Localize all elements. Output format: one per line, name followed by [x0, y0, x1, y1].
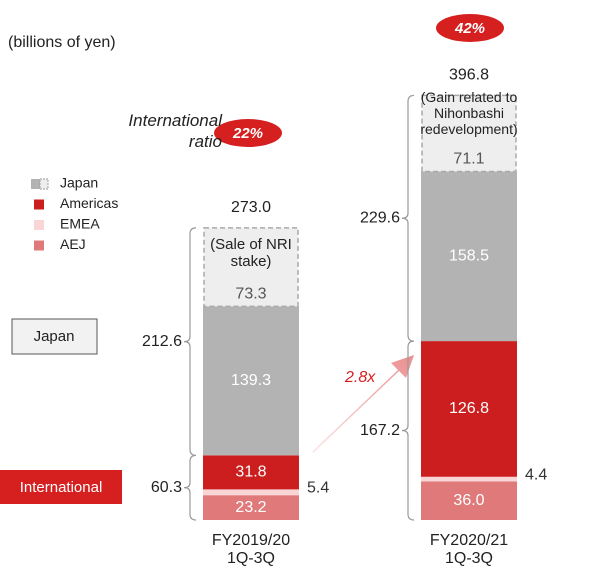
- value-label: 4.4: [525, 466, 547, 483]
- brace: [401, 94, 415, 342]
- legend-label: AEJ: [60, 236, 86, 252]
- one-off-segment: [421, 94, 517, 173]
- legend-swatch: [34, 220, 44, 230]
- one-off-segment: [203, 227, 299, 308]
- brace: [183, 227, 197, 456]
- growth-arrow: [312, 355, 414, 453]
- value-label: 139.3: [231, 372, 271, 389]
- bar-segment: [421, 171, 517, 342]
- ratio-label: 42%: [454, 20, 485, 37]
- category-label: FY2020/21 1Q-3Q: [429, 532, 509, 567]
- ratio-title: International ratio: [128, 111, 222, 151]
- bar-segment: [421, 341, 517, 477]
- legend-swatch: [34, 199, 44, 210]
- legend-swatch: [39, 178, 49, 190]
- legend-label: EMEA: [60, 216, 100, 232]
- subtotal-label: 60.3: [151, 479, 182, 496]
- legend-label: Japan: [60, 175, 98, 191]
- one-off-note: (Gain related to Nihonbashi redevelopmen…: [420, 89, 518, 138]
- value-label: 126.8: [449, 400, 489, 417]
- international-box: [0, 470, 122, 504]
- subtotal-label: 167.2: [360, 422, 400, 439]
- value-label: 36.0: [453, 492, 484, 509]
- unit-label: (billions of yen): [8, 34, 116, 51]
- subtotal-label: 229.6: [360, 209, 400, 226]
- category-label: FY2019/20 1Q-3Q: [211, 532, 291, 567]
- subtotal-label: 212.6: [142, 333, 182, 350]
- total-label: 396.8: [449, 67, 489, 84]
- value-label: 31.8: [235, 464, 266, 481]
- legend-swatch: [31, 179, 43, 189]
- bar-segment: [421, 476, 517, 482]
- value-label: 5.4: [307, 480, 329, 497]
- ratio-bubble: [214, 119, 282, 147]
- international-box-label: International: [20, 479, 103, 496]
- bar-segment: [203, 306, 299, 456]
- japan-box-label: Japan: [34, 328, 75, 345]
- value-label: 23.2: [235, 499, 266, 516]
- brace: [401, 340, 415, 521]
- legend-swatch: [34, 240, 44, 251]
- growth-label: 2.8x: [344, 369, 376, 386]
- value-label: 158.5: [449, 248, 489, 265]
- value-label: 71.1: [453, 151, 484, 168]
- legend-label: Americas: [60, 195, 118, 211]
- bar-segment: [203, 455, 299, 490]
- ratio-label: 22%: [232, 125, 263, 142]
- brace: [183, 454, 197, 521]
- japan-box: [11, 318, 98, 355]
- value-label: 73.3: [235, 286, 266, 303]
- one-off-note: (Sale of NRI stake): [210, 235, 292, 270]
- bar-segment: [203, 495, 299, 520]
- ratio-bubble: [436, 14, 504, 42]
- bar-segment: [421, 481, 517, 520]
- total-label: 273.0: [231, 199, 271, 216]
- bar-segment: [203, 489, 299, 496]
